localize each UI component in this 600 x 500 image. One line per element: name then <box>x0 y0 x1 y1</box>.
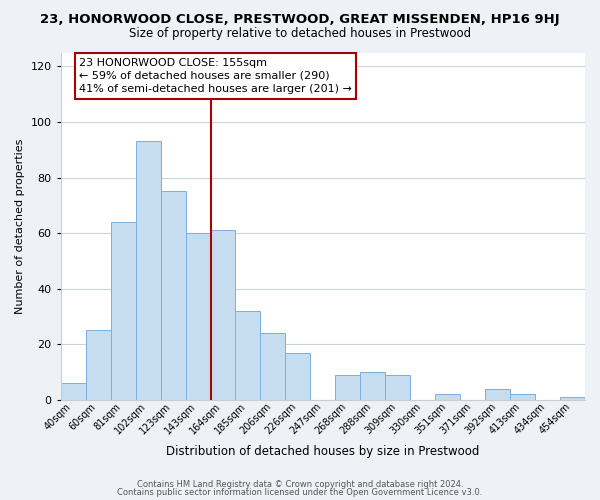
Text: 23 HONORWOOD CLOSE: 155sqm
← 59% of detached houses are smaller (290)
41% of sem: 23 HONORWOOD CLOSE: 155sqm ← 59% of deta… <box>79 58 352 94</box>
Bar <box>286 352 310 400</box>
Y-axis label: Number of detached properties: Number of detached properties <box>15 138 25 314</box>
Bar <box>361 372 385 400</box>
Bar <box>61 383 86 400</box>
Bar <box>435 394 460 400</box>
Bar <box>510 394 535 400</box>
Bar <box>161 192 185 400</box>
Text: 23, HONORWOOD CLOSE, PRESTWOOD, GREAT MISSENDEN, HP16 9HJ: 23, HONORWOOD CLOSE, PRESTWOOD, GREAT MI… <box>40 12 560 26</box>
Bar <box>335 375 361 400</box>
Text: Contains HM Land Registry data © Crown copyright and database right 2024.: Contains HM Land Registry data © Crown c… <box>137 480 463 489</box>
Text: Contains public sector information licensed under the Open Government Licence v3: Contains public sector information licen… <box>118 488 482 497</box>
Bar <box>560 397 585 400</box>
Bar <box>136 142 161 400</box>
Bar <box>185 233 211 400</box>
Bar <box>211 230 235 400</box>
Text: Size of property relative to detached houses in Prestwood: Size of property relative to detached ho… <box>129 28 471 40</box>
Bar <box>235 311 260 400</box>
Bar <box>86 330 110 400</box>
Bar <box>110 222 136 400</box>
Bar <box>485 388 510 400</box>
X-axis label: Distribution of detached houses by size in Prestwood: Distribution of detached houses by size … <box>166 444 479 458</box>
Bar <box>260 333 286 400</box>
Bar <box>385 375 410 400</box>
